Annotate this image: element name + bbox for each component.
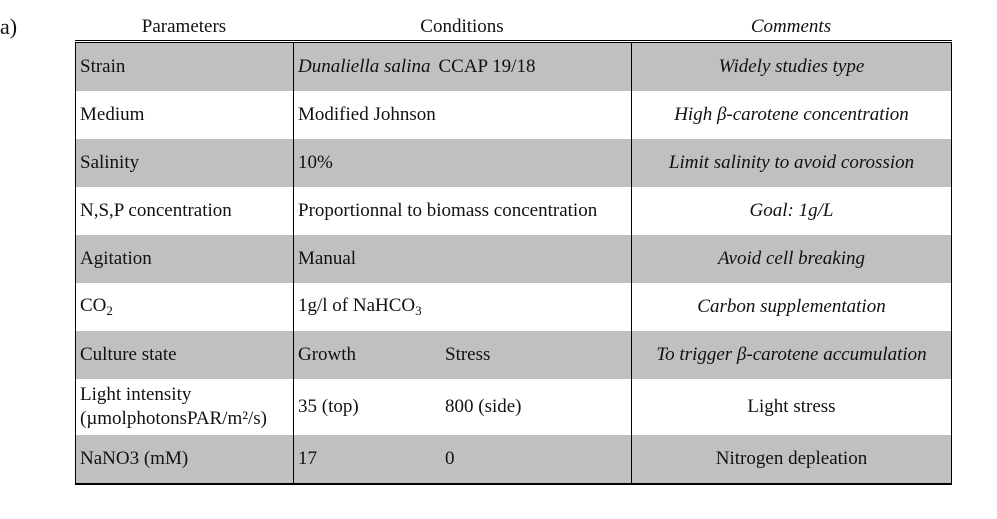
cell: Dunaliella salina CCAP 19/18 bbox=[293, 41, 632, 91]
row: Salinity 10% Limit salinity to avoid cor… bbox=[75, 139, 952, 187]
row: N,S,P concentration Proportionnal to bio… bbox=[76, 187, 952, 235]
cell: Light intensity (µmolphotonsPAR/m²/s) bbox=[76, 379, 294, 435]
text: Stress bbox=[445, 344, 491, 365]
table: Strain Dunaliella salina CCAP 19/18 Widel… bbox=[75, 40, 952, 485]
row: NaNO3 (mM) 17 0 Nitrogen depleation bbox=[75, 435, 952, 484]
text: 1g/l of NaHCO bbox=[298, 295, 416, 316]
panel-label: a) bbox=[0, 14, 18, 39]
row: Culture state Growth Stress To trigger β-… bbox=[75, 331, 952, 379]
cell: 1g/l of NaHCO3 bbox=[293, 283, 632, 331]
header: Conditions bbox=[420, 16, 504, 37]
cell: Agitation bbox=[75, 235, 294, 283]
cell: NaNO3 (mM) bbox=[75, 435, 294, 484]
text: 17 bbox=[298, 448, 317, 469]
cell: Strain bbox=[75, 41, 294, 91]
row: Light intensity (µmolphotonsPAR/m²/s) 35 … bbox=[76, 379, 952, 435]
cell: Culture state bbox=[75, 331, 294, 379]
text: Growth bbox=[298, 344, 357, 365]
cell: Salinity bbox=[75, 139, 294, 187]
cell: N,S,P concentration bbox=[80, 200, 232, 221]
cell: High β-carotene concentration bbox=[631, 91, 952, 139]
cell: Carbon supplementation bbox=[631, 283, 952, 331]
cell: Medium bbox=[80, 104, 145, 125]
row: CO2 1g/l of NaHCO3 Carbon supplementatio… bbox=[76, 283, 952, 331]
header: Comments bbox=[750, 16, 832, 37]
text: 35 (top) bbox=[298, 396, 359, 417]
cell: Nitrogen depleation bbox=[631, 435, 952, 484]
text: CO bbox=[80, 295, 107, 316]
subscript: 3 bbox=[415, 303, 422, 318]
row: Medium Modified Johnson High β-carotene … bbox=[76, 91, 952, 139]
text: Light intensity bbox=[80, 384, 192, 405]
header: Parameters bbox=[141, 16, 227, 37]
row: Agitation Manual Avoid cell breaking bbox=[75, 235, 952, 283]
text: 0 bbox=[445, 448, 455, 469]
cell: Goal: 1g/L bbox=[631, 187, 952, 235]
cell: Manual bbox=[293, 235, 632, 283]
cell: Modified Johnson bbox=[293, 91, 632, 139]
cell: Limit salinity to avoid corossion bbox=[631, 139, 952, 187]
cell: Widely studies type bbox=[631, 41, 952, 91]
cell: To trigger β-carotene accumulation bbox=[631, 331, 952, 379]
cell: 10% bbox=[293, 139, 632, 187]
cell: Proportionnal to biomass concentration bbox=[293, 187, 632, 235]
cell: 17 0 bbox=[293, 435, 632, 484]
text: CCAP 19/18 bbox=[438, 56, 536, 77]
text: (µmolphotonsPAR/m²/s) bbox=[80, 408, 267, 429]
cell: Light stress bbox=[631, 379, 952, 435]
cell: Avoid cell breaking bbox=[631, 235, 952, 283]
cell: Growth Stress bbox=[293, 331, 632, 379]
cell: CO2 bbox=[76, 283, 294, 331]
text: 800 (side) bbox=[445, 396, 522, 417]
row: Strain Dunaliella salina CCAP 19/18 Widel… bbox=[75, 41, 952, 91]
subscript: 2 bbox=[106, 303, 113, 318]
cell: 35 (top) 800 (side) bbox=[293, 379, 632, 435]
text: Dunaliella salina bbox=[298, 56, 431, 77]
